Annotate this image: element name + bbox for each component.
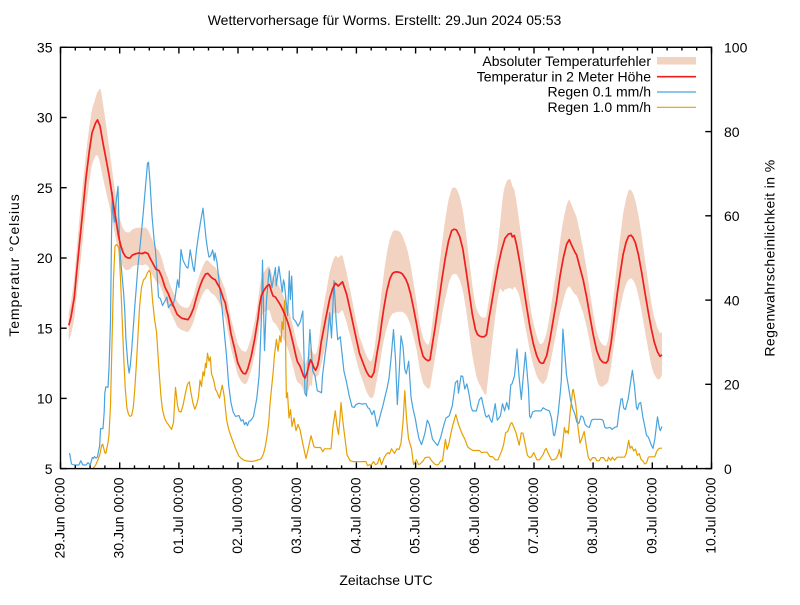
svg-text:06.Jul 00:00: 06.Jul 00:00: [466, 477, 482, 553]
svg-text:25: 25: [37, 180, 53, 196]
svg-text:10.Jul 00:00: 10.Jul 00:00: [703, 477, 719, 553]
svg-text:100: 100: [724, 40, 748, 56]
svg-text:03.Jul 00:00: 03.Jul 00:00: [288, 477, 304, 553]
svg-text:09.Jul 00:00: 09.Jul 00:00: [643, 477, 659, 553]
svg-text:Wettervorhersage für Worms. Er: Wettervorhersage für Worms. Erstellt: 29…: [208, 12, 562, 28]
svg-text:01.Jul 00:00: 01.Jul 00:00: [170, 477, 186, 553]
svg-text:40: 40: [724, 292, 740, 308]
svg-text:07.Jul 00:00: 07.Jul 00:00: [525, 477, 541, 553]
svg-text:Temperatur in 2 Meter Höhe: Temperatur in 2 Meter Höhe: [477, 68, 652, 84]
svg-text:80: 80: [724, 124, 740, 140]
svg-text:Regen 0.1 mm/h: Regen 0.1 mm/h: [548, 84, 652, 100]
svg-text:Regen 1.0 mm/h: Regen 1.0 mm/h: [548, 99, 652, 115]
svg-text:10: 10: [37, 391, 53, 407]
svg-text:30.Jun 00:00: 30.Jun 00:00: [111, 477, 127, 558]
svg-text:Zeitachse UTC: Zeitachse UTC: [339, 572, 432, 588]
svg-text:15: 15: [37, 320, 53, 336]
svg-text:05.Jul 00:00: 05.Jul 00:00: [407, 477, 423, 553]
svg-text:Absoluter Temperaturfehler: Absoluter Temperaturfehler: [482, 53, 651, 69]
svg-text:35: 35: [37, 40, 53, 56]
svg-text:Regenwahrscheinlichkeit in %: Regenwahrscheinlichkeit in %: [762, 159, 778, 356]
svg-text:08.Jul 00:00: 08.Jul 00:00: [584, 477, 600, 553]
svg-text:02.Jul 00:00: 02.Jul 00:00: [229, 477, 245, 553]
svg-text:5: 5: [45, 461, 53, 477]
svg-text:20: 20: [37, 250, 53, 266]
svg-text:29.Jun 00:00: 29.Jun 00:00: [52, 477, 68, 558]
svg-text:Temperatur °Celsius: Temperatur °Celsius: [6, 193, 22, 336]
svg-text:04.Jul 00:00: 04.Jul 00:00: [347, 477, 363, 553]
svg-text:20: 20: [724, 377, 740, 393]
svg-text:0: 0: [724, 461, 732, 477]
svg-text:60: 60: [724, 208, 740, 224]
svg-text:30: 30: [37, 110, 53, 126]
